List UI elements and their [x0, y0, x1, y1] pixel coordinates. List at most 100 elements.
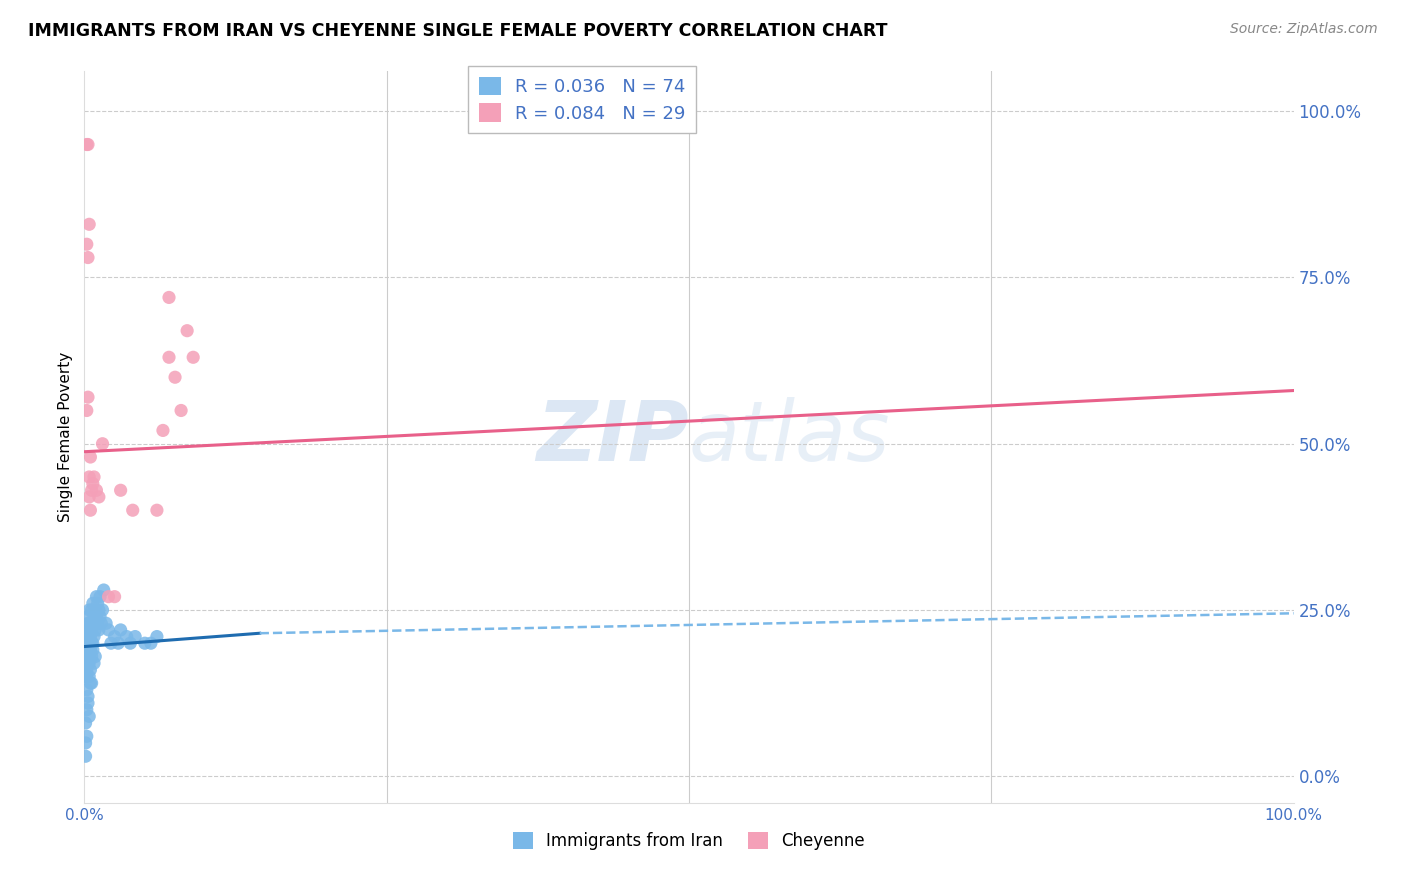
Point: [110, 623, 132, 637]
Point: [82, 616, 104, 631]
Point: [97, 623, 120, 637]
Point: [165, 370, 187, 384]
Point: [87, 623, 110, 637]
Point: [80, 603, 103, 617]
Point: [77, 656, 100, 670]
Point: [84, 649, 107, 664]
Point: [77, 470, 100, 484]
Point: [76, 636, 98, 650]
Point: [121, 503, 143, 517]
Point: [75, 630, 97, 644]
Point: [134, 636, 156, 650]
Point: [76, 237, 98, 252]
Point: [75, 649, 97, 664]
Point: [75, 656, 97, 670]
Point: [77, 623, 100, 637]
Point: [77, 649, 100, 664]
Point: [76, 703, 98, 717]
Point: [86, 483, 108, 498]
Point: [77, 609, 100, 624]
Point: [82, 596, 104, 610]
Point: [100, 636, 122, 650]
Point: [86, 616, 108, 631]
Point: [77, 690, 100, 704]
Point: [146, 630, 169, 644]
Point: [83, 656, 105, 670]
Point: [77, 137, 100, 152]
Point: [79, 676, 101, 690]
Text: atlas: atlas: [689, 397, 890, 477]
Point: [91, 436, 114, 450]
Y-axis label: Single Female Poverty: Single Female Poverty: [58, 352, 73, 522]
Point: [97, 590, 120, 604]
Point: [75, 669, 97, 683]
Point: [120, 636, 142, 650]
Point: [181, 351, 204, 365]
Point: [77, 696, 100, 710]
Point: [84, 603, 107, 617]
Point: [76, 403, 98, 417]
Point: [77, 217, 100, 231]
Point: [76, 669, 98, 683]
Point: [107, 636, 129, 650]
Point: [77, 616, 100, 631]
Point: [94, 616, 117, 631]
Point: [84, 623, 107, 637]
Point: [79, 663, 101, 677]
Point: [80, 636, 103, 650]
Point: [86, 596, 108, 610]
Point: [75, 643, 97, 657]
Point: [79, 503, 101, 517]
Point: [76, 643, 98, 657]
Point: [89, 590, 111, 604]
Point: [87, 490, 110, 504]
Point: [77, 636, 100, 650]
Point: [77, 656, 100, 670]
Point: [93, 582, 115, 597]
Point: [115, 630, 138, 644]
Point: [79, 616, 101, 631]
Point: [124, 630, 146, 644]
Point: [157, 290, 180, 304]
Point: [77, 669, 100, 683]
Point: [91, 603, 114, 617]
Text: ZIP: ZIP: [536, 397, 689, 477]
Point: [75, 716, 97, 731]
Text: IMMIGRANTS FROM IRAN VS CHEYENNE SINGLE FEMALE POVERTY CORRELATION CHART: IMMIGRANTS FROM IRAN VS CHEYENNE SINGLE …: [28, 22, 887, 40]
Point: [77, 490, 100, 504]
Point: [110, 483, 132, 498]
Point: [76, 682, 98, 697]
Point: [76, 137, 98, 152]
Point: [146, 503, 169, 517]
Point: [82, 636, 104, 650]
Point: [77, 630, 100, 644]
Point: [90, 616, 112, 631]
Point: [77, 643, 100, 657]
Point: [82, 476, 104, 491]
Point: [79, 450, 101, 464]
Point: [152, 424, 174, 438]
Point: [76, 663, 98, 677]
Point: [139, 636, 162, 650]
Point: [104, 590, 127, 604]
Point: [76, 623, 98, 637]
Point: [76, 729, 98, 743]
Point: [76, 649, 98, 664]
Point: [75, 736, 97, 750]
Point: [80, 623, 103, 637]
Point: [77, 603, 100, 617]
Point: [80, 483, 103, 498]
Point: [86, 590, 108, 604]
Legend: Immigrants from Iran, Cheyenne: Immigrants from Iran, Cheyenne: [506, 825, 872, 856]
Point: [79, 630, 101, 644]
Point: [176, 324, 198, 338]
Point: [83, 609, 105, 624]
Point: [77, 709, 100, 723]
Point: [83, 630, 105, 644]
Point: [77, 251, 100, 265]
Point: [83, 470, 105, 484]
Point: [79, 643, 101, 657]
Point: [80, 649, 103, 664]
Point: [170, 403, 193, 417]
Point: [75, 749, 97, 764]
